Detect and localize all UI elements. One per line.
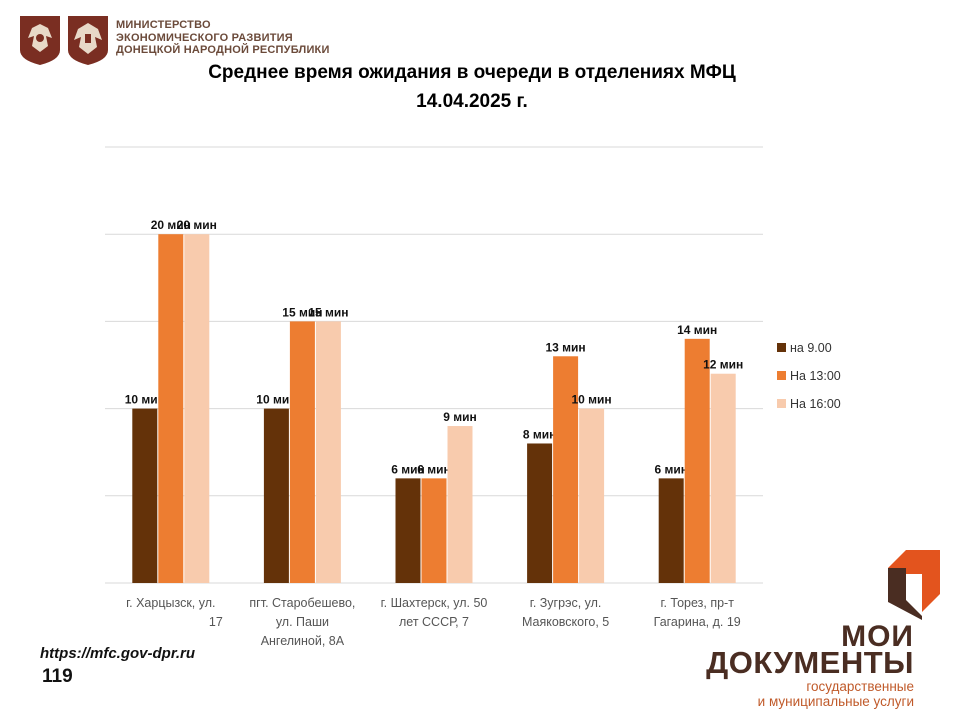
data-label: 10 мин (572, 393, 612, 407)
category-tick-label: 17 (209, 615, 223, 629)
category-tick-label: лет СССР, 7 (399, 615, 469, 629)
category-tick-label: пгт. Старобешево, (249, 596, 355, 610)
category-tick-label: ул. Паши (276, 615, 329, 629)
data-label: 6 мин (654, 462, 688, 476)
data-label: 10 мин (256, 393, 296, 407)
legend-swatch (777, 399, 786, 408)
category-tick-label: Гагарина, д. 19 (654, 615, 741, 629)
category-tick-label: Ангелиной, 8А (261, 634, 345, 648)
data-label: 9 мин (443, 410, 477, 424)
category-tick-label: г. Зугрэс, ул. (530, 596, 602, 610)
data-label: 20 мин (151, 218, 191, 232)
data-label: 13 мин (546, 340, 586, 354)
data-label: 14 мин (677, 323, 717, 337)
data-label: 8 мин (523, 427, 557, 441)
bar (315, 321, 341, 583)
bar (710, 373, 736, 583)
russia-emblem-icon (20, 16, 60, 65)
bar (684, 338, 710, 583)
bar (263, 408, 289, 583)
category-tick-label: г. Харцызск, ул. (126, 596, 215, 610)
brand-subtitle: государственные и муниципальные услуги (758, 679, 914, 709)
brand-subtitle-line-1: государственные (806, 679, 914, 694)
data-label: 15 мин (308, 305, 348, 319)
bar (421, 478, 447, 583)
data-label: 6 мин (391, 462, 425, 476)
page-number: 119 (42, 666, 73, 687)
legend-entry: На 13:00 (790, 369, 841, 383)
bar (579, 408, 605, 583)
data-label: 15 мин (282, 305, 322, 319)
bar (553, 356, 579, 583)
category-tick-label: г. Шахтерск, ул. 50 (381, 596, 488, 610)
brand-moi: МОИ (841, 620, 914, 653)
data-label: 12 мин (703, 358, 743, 372)
bar (395, 478, 421, 583)
data-label: 10 мин (125, 393, 165, 407)
bar (132, 408, 158, 583)
legend-swatch (777, 371, 786, 380)
legend-swatch (777, 343, 786, 352)
chart-title-block: Среднее время ожидания в очереди в отдел… (0, 58, 944, 116)
category-tick-label: г. Торез, пр-т (660, 596, 734, 610)
data-label: 20 мин (177, 218, 217, 232)
bar (184, 234, 210, 583)
legend-entry: на 9.00 (790, 341, 832, 355)
dnr-emblem-icon (68, 16, 108, 65)
chart-title: Среднее время ожидания в очереди в отдел… (208, 62, 736, 83)
mfc-logo-icon (888, 550, 940, 620)
category-tick-label: Маяковского, 5 (522, 615, 609, 629)
bar (447, 426, 473, 583)
bar (158, 234, 184, 583)
ministry-name: МИНИСТЕРСТВО ЭКОНОМИЧЕСКОГО РАЗВИТИЯ ДОН… (116, 19, 330, 57)
brand-subtitle-line-2: и муниципальные услуги (757, 694, 914, 709)
legend-entry: На 16:00 (790, 397, 841, 411)
brand-documents: ДОКУМЕНТЫ (706, 645, 914, 680)
bar (527, 443, 553, 583)
ministry-line-3: ДОНЕЦКОЙ НАРОДНОЙ РЕСПУБЛИКИ (116, 44, 330, 56)
ministry-line-1: МИНИСТЕРСТВО (116, 19, 211, 31)
chart-subtitle: 14.04.2025 г. (416, 91, 528, 112)
ministry-line-2: ЭКОНОМИЧЕСКОГО РАЗВИТИЯ (116, 31, 293, 44)
data-label: 6 мин (417, 462, 451, 476)
footer-url[interactable]: https://mfc.gov-dpr.ru (40, 645, 195, 662)
bar (658, 478, 684, 583)
bar (289, 321, 315, 583)
